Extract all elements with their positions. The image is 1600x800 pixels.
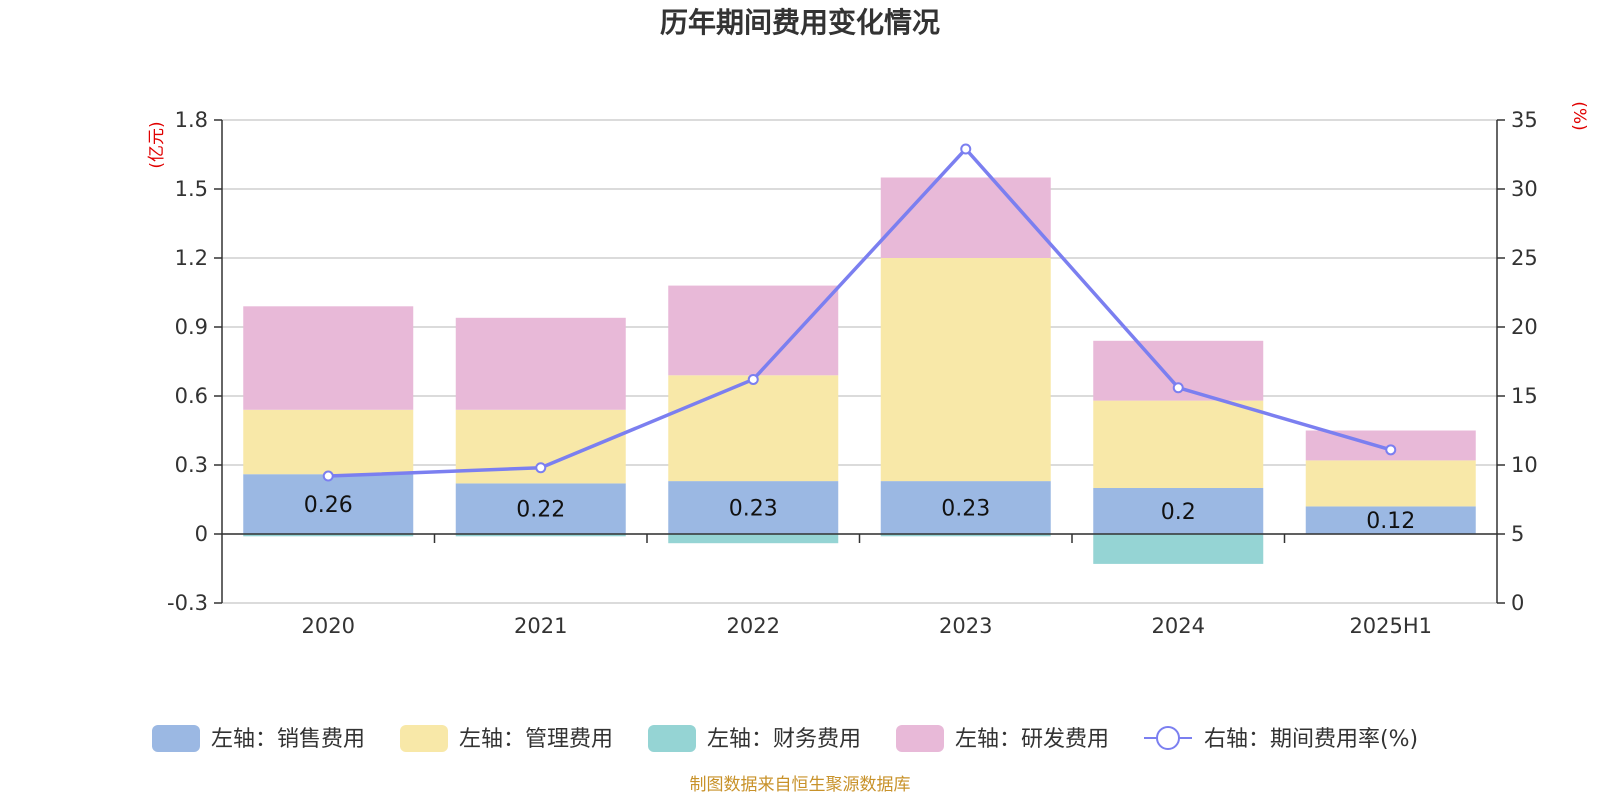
legend-label: 右轴：期间费用率(%) — [1204, 727, 1418, 752]
line-point — [960, 143, 972, 155]
bar-segment — [668, 375, 839, 482]
bar-segment — [880, 534, 1051, 537]
data-labels: 0.26 0.22 0.23 0.23 0.2 0.12 — [304, 493, 1415, 534]
right-axis-unit: (%) — [1569, 101, 1589, 130]
legend-swatch — [152, 725, 200, 752]
bar-segment — [1093, 534, 1264, 564]
bar-segment — [455, 534, 626, 537]
category-label: 2021 — [514, 614, 567, 638]
right-tick-label: 0 — [1511, 591, 1524, 615]
bar-segment — [668, 481, 839, 534]
category-label: 2023 — [939, 614, 992, 638]
chart-title: 历年期间费用变化情况 — [660, 6, 940, 39]
category-label: 2022 — [727, 614, 780, 638]
right-tick-label: 15 — [1511, 384, 1538, 408]
legend-swatch — [648, 725, 696, 752]
right-tick-label: 5 — [1511, 522, 1524, 546]
bar-segment — [243, 409, 414, 475]
category-label: 2020 — [302, 614, 355, 638]
bar-segment — [1305, 460, 1476, 507]
right-tick-label: 30 — [1511, 177, 1538, 201]
bar-series — [243, 177, 1476, 564]
right-tick-label: 25 — [1511, 246, 1538, 270]
left-axis-unit: (亿元) — [147, 121, 167, 168]
bar-segment — [1093, 488, 1264, 534]
category-label: 2025H1 — [1349, 614, 1432, 638]
left-tick-label: 1.8 — [175, 108, 208, 132]
legend-swatch — [896, 725, 944, 752]
data-label: 0.2 — [1161, 500, 1196, 525]
line-point — [1385, 444, 1397, 456]
left-tick-label: -0.3 — [167, 591, 208, 615]
legend-label: 左轴：研发费用 — [955, 727, 1109, 752]
data-label: 0.26 — [304, 493, 353, 518]
data-label: 0.22 — [516, 498, 565, 523]
bar-segment — [243, 474, 414, 534]
legend-line-marker — [1156, 726, 1180, 750]
legend-label: 左轴：财务费用 — [707, 727, 861, 752]
bar-segment — [243, 534, 414, 537]
data-label: 0.23 — [941, 497, 990, 522]
category-label: 2024 — [1152, 614, 1205, 638]
line-path — [328, 147, 1392, 478]
bar-segment — [1093, 400, 1264, 488]
legend-label: 左轴：销售费用 — [211, 727, 365, 752]
bar-segment — [455, 483, 626, 534]
bar-segment — [455, 317, 626, 410]
bar-segment — [880, 177, 1051, 258]
bar-segment — [880, 481, 1051, 534]
bar-segment — [668, 534, 839, 544]
right-tick-label: 20 — [1511, 315, 1538, 339]
bar-segment — [880, 258, 1051, 482]
line-point — [1172, 382, 1184, 394]
data-label: 0.12 — [1366, 509, 1415, 534]
line-point — [747, 373, 759, 385]
right-tick-label: 10 — [1511, 453, 1538, 477]
line-point — [322, 470, 334, 482]
legend: 左轴：销售费用 左轴：管理费用 左轴：财务费用 左轴：研发费用 右轴：期间费用率(%) — [152, 725, 1418, 752]
source-note: 制图数据来自恒生聚源数据库 — [690, 775, 911, 795]
left-tick-label: 1.5 — [175, 177, 208, 201]
left-tick-label: 1.2 — [175, 246, 208, 270]
bar-segment — [243, 306, 414, 410]
left-tick-label: 0 — [195, 522, 208, 546]
left-tick-label: 0.3 — [175, 453, 208, 477]
line-series — [322, 143, 1397, 482]
left-tick-label: 0.6 — [175, 384, 208, 408]
left-tick-label: 0.9 — [175, 315, 208, 339]
axes: -0.3 0 0.3 0.6 0.9 1.2 1.5 1.8 0 5 10 15 20 25 30 35 202… — [167, 108, 1538, 638]
bar-segment — [1305, 506, 1476, 534]
bar-segment — [668, 285, 839, 376]
right-tick-label: 35 — [1511, 108, 1538, 132]
line-point — [535, 462, 547, 474]
legend-swatch — [400, 725, 448, 752]
data-label: 0.23 — [729, 497, 778, 522]
legend-label: 左轴：管理费用 — [459, 727, 613, 752]
